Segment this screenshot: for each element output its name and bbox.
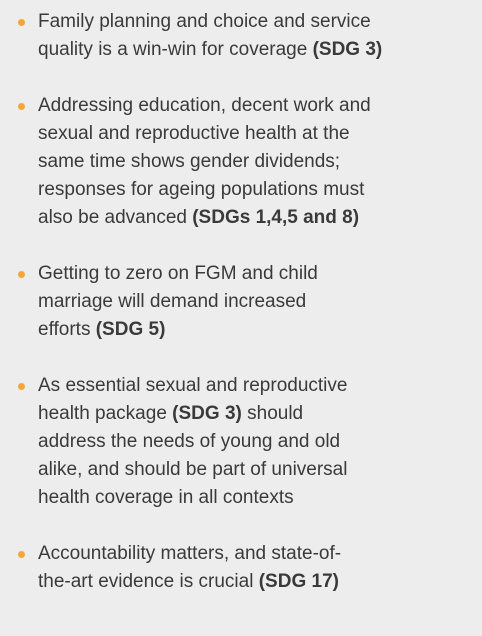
text: health coverage in all contexts [38, 487, 294, 508]
text-line: efforts (SDG 5) [38, 316, 482, 344]
bullet-item: Addressing education, decent work and sex… [0, 92, 482, 232]
text-line: health package (SDG 3) should [38, 400, 482, 428]
text-line: sexual and reproductive health at the [38, 120, 482, 148]
bold-text: (SDG 5) [95, 319, 166, 340]
text: marriage will demand increased [38, 291, 307, 312]
bold-text: (SDG 3) [172, 403, 242, 424]
text-line: Addressing education, decent work and [38, 92, 482, 120]
text: Accountability matters, and state-of- [38, 543, 342, 564]
text: the-art evidence is crucial [38, 571, 259, 592]
text: Getting to zero on FGM and child [38, 263, 318, 284]
text: responses for ageing populations must [38, 179, 365, 200]
text-line: address the needs of young and old [38, 428, 482, 456]
text-line: responses for ageing populations must [38, 176, 482, 204]
bold-text: (SDGs 1,4,5 and 8) [192, 207, 360, 228]
text: same time shows gender dividends; [38, 151, 341, 172]
bullet-item: As essential sexual and reproductive heal… [0, 372, 482, 512]
text: As essential sexual and reproductive [38, 375, 348, 396]
text: Addressing education, decent work and [38, 95, 371, 116]
bold-text: (SDG 17) [258, 571, 339, 592]
text: quality is a win-win for coverage [38, 39, 313, 60]
bullet-item: Accountability matters, and state-of-the… [0, 540, 482, 596]
bullet-dot [18, 383, 25, 390]
text: Family planning and choice and service [38, 11, 371, 32]
bullet-list: Family planning and choice and service qu… [0, 8, 482, 596]
text: address the needs of young and old [38, 431, 341, 452]
bullet-dot [18, 19, 25, 26]
text: also be advanced [38, 207, 193, 228]
text-line: alike, and should be part of universal [38, 456, 482, 484]
text-line: same time shows gender dividends; [38, 148, 482, 176]
bullet-dot [18, 271, 25, 278]
text: should [241, 403, 304, 424]
text-line: health coverage in all contexts [38, 484, 482, 512]
text: efforts [38, 319, 96, 340]
text-line: As essential sexual and reproductive [38, 372, 482, 400]
text-line: Getting to zero on FGM and child [38, 260, 482, 288]
text: health package [38, 403, 173, 424]
text: sexual and reproductive health at the [38, 123, 350, 144]
bold-text: (SDG 3) [312, 39, 383, 60]
text-line: also be advanced (SDGs 1,4,5 and 8) [38, 204, 482, 232]
text-line: the-art evidence is crucial (SDG 17) [38, 568, 482, 596]
bullet-item: Getting to zero on FGM and child marriage… [0, 260, 482, 344]
text-line: marriage will demand increased [38, 288, 482, 316]
text: alike, and should be part of universal [38, 459, 348, 480]
text-line: Accountability matters, and state-of- [38, 540, 482, 568]
bullet-dot [18, 551, 25, 558]
text-line: quality is a win-win for coverage (SDG 3… [38, 36, 482, 64]
text-line: Family planning and choice and service [38, 8, 482, 36]
bullet-item: Family planning and choice and service qu… [0, 8, 482, 64]
bullet-dot [18, 103, 25, 110]
